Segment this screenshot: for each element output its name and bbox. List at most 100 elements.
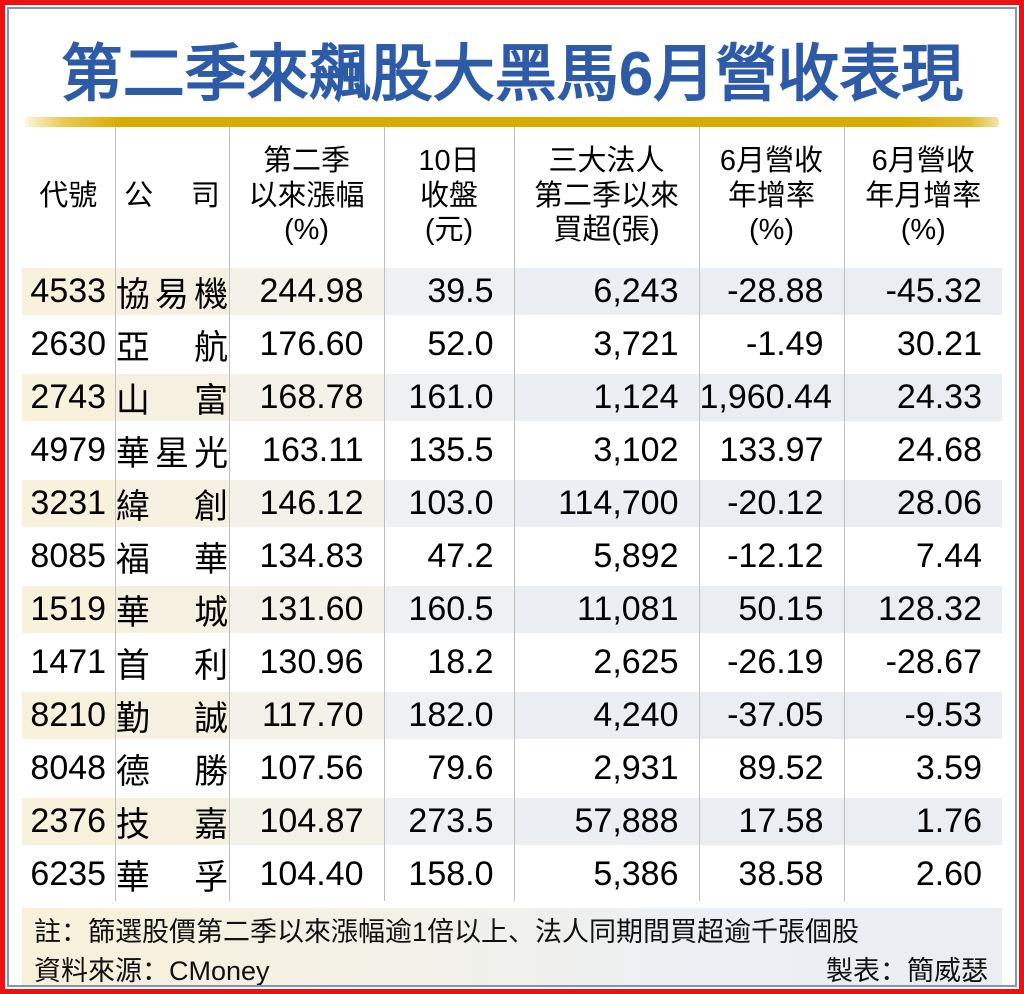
table-row: 8048 德 勝 107.56 79.6 2,931 89.52 3.59 xyxy=(22,742,1002,795)
cell-close: 273.5 xyxy=(384,795,515,848)
table-row: 8210 勤 誠 117.70 182.0 4,240 -37.05 -9.53 xyxy=(22,689,1002,742)
table-row: 6235 華 孚 104.40 158.0 5,386 38.58 2.60 xyxy=(22,848,1002,901)
cell-mom: -9.53 xyxy=(844,689,1002,742)
title-divider-bar xyxy=(25,117,999,127)
table-credit: 製表：簡威瑟 xyxy=(826,956,988,987)
column-header-company-label: 公 司 xyxy=(124,179,220,212)
cell-mom: 24.68 xyxy=(844,424,1002,477)
cell-code: 4979 xyxy=(22,424,116,477)
cell-yoy: 89.52 xyxy=(699,742,845,795)
table-body: 4533 協易機 244.98 39.5 6,243 -28.88 -45.32… xyxy=(22,265,1002,901)
cell-mom: 3.59 xyxy=(844,742,1002,795)
cell-company: 德 勝 xyxy=(115,742,230,795)
table-row: 4979 華星光 163.11 135.5 3,102 133.97 24.68 xyxy=(22,424,1002,477)
column-header-mom: 6月營收 年月增率 (%) xyxy=(844,127,1002,265)
column-header-gain: 第二季 以來漲幅 (%) xyxy=(229,127,385,265)
cell-code: 6235 xyxy=(22,848,116,901)
cell-yoy: -26.19 xyxy=(699,636,845,689)
cell-net-buy: 2,931 xyxy=(514,742,700,795)
cell-close: 103.0 xyxy=(384,477,515,530)
cell-mom: 128.32 xyxy=(844,583,1002,636)
company-name: 華 孚 xyxy=(115,859,229,897)
company-name: 亞 航 xyxy=(115,329,229,367)
cell-gain: 244.98 xyxy=(229,265,385,318)
company-name: 協易機 xyxy=(115,276,229,314)
company-name: 緯 創 xyxy=(115,488,229,526)
company-name: 德 勝 xyxy=(115,753,229,791)
cell-yoy: -12.12 xyxy=(699,530,845,583)
table-row: 3231 緯 創 146.12 103.0 114,700 -20.12 28.… xyxy=(22,477,1002,530)
column-header-net-buy: 三大法人 第二季以來 買超(張) xyxy=(514,127,700,265)
cell-net-buy: 114,700 xyxy=(514,477,700,530)
cell-gain: 134.83 xyxy=(229,530,385,583)
cell-net-buy: 2,625 xyxy=(514,636,700,689)
cell-mom: 28.06 xyxy=(844,477,1002,530)
cell-mom: 2.60 xyxy=(844,848,1002,901)
cell-close: 135.5 xyxy=(384,424,515,477)
footnote-box: 註：篩選股價第二季以來漲幅逾1倍以上、法人同期間買超逾千張個股 資料來源：CMo… xyxy=(22,908,1002,987)
cell-gain: 107.56 xyxy=(229,742,385,795)
company-name: 福 華 xyxy=(115,541,229,579)
cell-net-buy: 11,081 xyxy=(514,583,700,636)
cell-yoy: 133.97 xyxy=(699,424,845,477)
cell-net-buy: 6,243 xyxy=(514,265,700,318)
cell-company: 亞 航 xyxy=(115,318,230,371)
cell-net-buy: 4,240 xyxy=(514,689,700,742)
cell-yoy: -1.49 xyxy=(699,318,845,371)
cell-mom: 30.21 xyxy=(844,318,1002,371)
cell-yoy: 50.15 xyxy=(699,583,845,636)
company-name: 華星光 xyxy=(115,435,229,473)
column-header-close: 10日 收盤 (元) xyxy=(384,127,515,265)
cell-net-buy: 1,124 xyxy=(514,371,700,424)
table-row: 1471 首 利 130.96 18.2 2,625 -26.19 -28.67 xyxy=(22,636,1002,689)
company-name: 勤 誠 xyxy=(115,700,229,738)
cell-close: 52.0 xyxy=(384,318,515,371)
cell-code: 8048 xyxy=(22,742,116,795)
cell-code: 8210 xyxy=(22,689,116,742)
cell-yoy: -28.88 xyxy=(699,265,845,318)
cell-gain: 104.87 xyxy=(229,795,385,848)
cell-company: 福 華 xyxy=(115,530,230,583)
cell-gain: 104.40 xyxy=(229,848,385,901)
table-row: 2743 山 富 168.78 161.0 1,124 1,960.44 24.… xyxy=(22,371,1002,424)
company-name: 華 城 xyxy=(115,594,229,632)
cell-close: 182.0 xyxy=(384,689,515,742)
cell-code: 8085 xyxy=(22,530,116,583)
cell-close: 79.6 xyxy=(384,742,515,795)
cell-company: 華星光 xyxy=(115,424,230,477)
cell-yoy: 1,960.44 xyxy=(699,371,845,424)
cell-company: 技 嘉 xyxy=(115,795,230,848)
cell-company: 緯 創 xyxy=(115,477,230,530)
company-name: 首 利 xyxy=(115,647,229,685)
cell-company: 山 富 xyxy=(115,371,230,424)
cell-yoy: 17.58 xyxy=(699,795,845,848)
cell-gain: 163.11 xyxy=(229,424,385,477)
cell-net-buy: 3,721 xyxy=(514,318,700,371)
cell-gain: 117.70 xyxy=(229,689,385,742)
cell-yoy: 38.58 xyxy=(699,848,845,901)
cell-company: 華 城 xyxy=(115,583,230,636)
cell-code: 4533 xyxy=(22,265,116,318)
cell-gain: 176.60 xyxy=(229,318,385,371)
cell-gain: 131.60 xyxy=(229,583,385,636)
cell-company: 華 孚 xyxy=(115,848,230,901)
cell-mom: 7.44 xyxy=(844,530,1002,583)
cell-code: 2376 xyxy=(22,795,116,848)
column-header-company: 公 司 xyxy=(115,127,230,265)
cell-yoy: -37.05 xyxy=(699,689,845,742)
cell-code: 1519 xyxy=(22,583,116,636)
cell-close: 47.2 xyxy=(384,530,515,583)
cell-company: 協易機 xyxy=(115,265,230,318)
cell-mom: -45.32 xyxy=(844,265,1002,318)
column-header-code: 代號 xyxy=(22,127,116,265)
cell-close: 39.5 xyxy=(384,265,515,318)
cell-net-buy: 5,892 xyxy=(514,530,700,583)
page-title: 第二季來飆股大黑馬6月營收表現 xyxy=(60,40,964,109)
cell-code: 2743 xyxy=(22,371,116,424)
cell-net-buy: 57,888 xyxy=(514,795,700,848)
cell-close: 161.0 xyxy=(384,371,515,424)
cell-net-buy: 3,102 xyxy=(514,424,700,477)
company-name: 技 嘉 xyxy=(115,806,229,844)
table-row: 2630 亞 航 176.60 52.0 3,721 -1.49 30.21 xyxy=(22,318,1002,371)
